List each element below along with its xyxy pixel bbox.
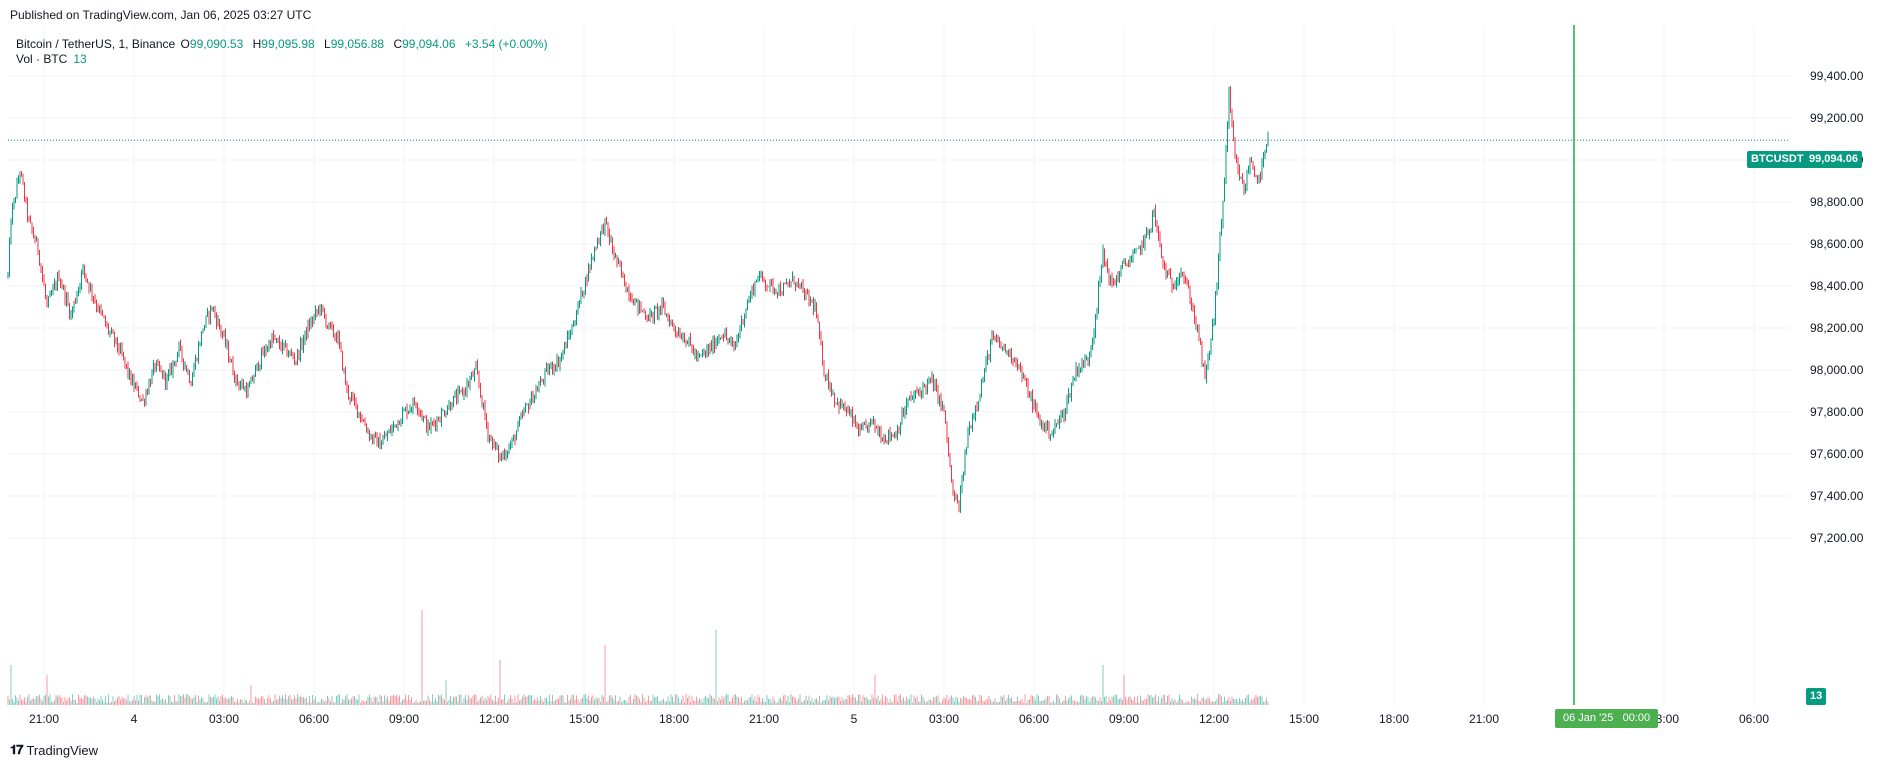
symbol-legend: Bitcoin / TetherUS, 1, Binance O99,090.5… [16, 35, 554, 53]
change-value: +3.54 (+0.00%) [464, 37, 548, 51]
price-tick-label: 97,400.00 [1810, 489, 1864, 503]
time-tick-label: 5 [851, 712, 858, 726]
time-tick-label: 12:00 [479, 712, 509, 726]
crosshair-time-badge: 06 Jan '25 00:00 [1555, 709, 1659, 728]
volume-label[interactable]: Vol · BTC [16, 52, 68, 66]
footer-brand-text: TradingView [26, 742, 99, 758]
time-tick-label: 03:00 [209, 712, 239, 726]
low-value: 99,056.88 [330, 37, 385, 51]
time-tick-label: 06:00 [299, 712, 329, 726]
high-key: H [252, 37, 262, 51]
tradingview-logo-icon: 𝟏𝟕 [10, 742, 24, 757]
time-tick-label: 03:00 [929, 712, 959, 726]
price-axis: 97,200.00 97,400.00 97,600.00 97,800.00 98,0… [1810, 69, 1864, 545]
time-tick-label: 15:00 [1289, 712, 1319, 726]
symbol-title[interactable]: Bitcoin / TetherUS, 1, Binance [16, 37, 176, 51]
time-tick-label: 18:00 [659, 712, 689, 726]
time-tick-label: 09:00 [1109, 712, 1139, 726]
close-key: C [393, 37, 403, 51]
time-tick-label: 12:00 [1199, 712, 1229, 726]
time-tick-label: 21:00 [749, 712, 779, 726]
time-tick-label: 21:00 [29, 712, 59, 726]
time-tick-label: 18:00 [1379, 712, 1409, 726]
open-value: 99,090.53 [189, 37, 244, 51]
price-tick-label: 97,200.00 [1810, 531, 1864, 545]
footer-brand[interactable]: 𝟏𝟕 TradingView [10, 742, 98, 758]
time-tick-label: 09:00 [389, 712, 419, 726]
price-tick-label: 99,200.00 [1810, 111, 1864, 125]
volume-bars [7, 610, 1269, 705]
price-tick-label: 98,800.00 [1810, 195, 1864, 209]
price-tick-label: 98,400.00 [1810, 279, 1864, 293]
time-tick-label: 4 [131, 712, 138, 726]
price-tick-label: 98,200.00 [1810, 321, 1864, 335]
time-tick-label: 06:00 [1019, 712, 1049, 726]
price-tick-label: 97,600.00 [1810, 447, 1864, 461]
candlesticks [7, 86, 1269, 513]
volume-legend: Vol · BTC 13 [16, 52, 87, 66]
volume-badge: 13 [1806, 688, 1827, 705]
close-value: 99,094.06 [402, 37, 456, 51]
time-axis: 21:00 4 03:00 06:00 09:00 12:00 15:00 18:00 21:0… [29, 712, 1769, 726]
time-tick-label: 21:00 [1469, 712, 1499, 726]
price-tick-label: 98,600.00 [1810, 237, 1864, 251]
open-key: O [180, 37, 190, 51]
time-tick-label: 15:00 [569, 712, 599, 726]
low-key: L [324, 37, 331, 51]
time-tick-label: 06:00 [1739, 712, 1769, 726]
chart-grid [8, 25, 1790, 705]
chart-overlay [8, 25, 1790, 705]
price-tick-label: 99,400.00 [1810, 69, 1864, 83]
last-price-badge: 99,094.06 [1805, 151, 1862, 168]
volume-value: 13 [73, 52, 87, 66]
high-value: 99,095.98 [261, 37, 315, 51]
price-tick-label: 97,800.00 [1810, 405, 1864, 419]
price-tick-label: 98,000.00 [1810, 363, 1864, 377]
ticker-badge: BTCUSDT [1747, 151, 1808, 168]
published-header: Published on TradingView.com, Jan 06, 20… [10, 8, 312, 22]
